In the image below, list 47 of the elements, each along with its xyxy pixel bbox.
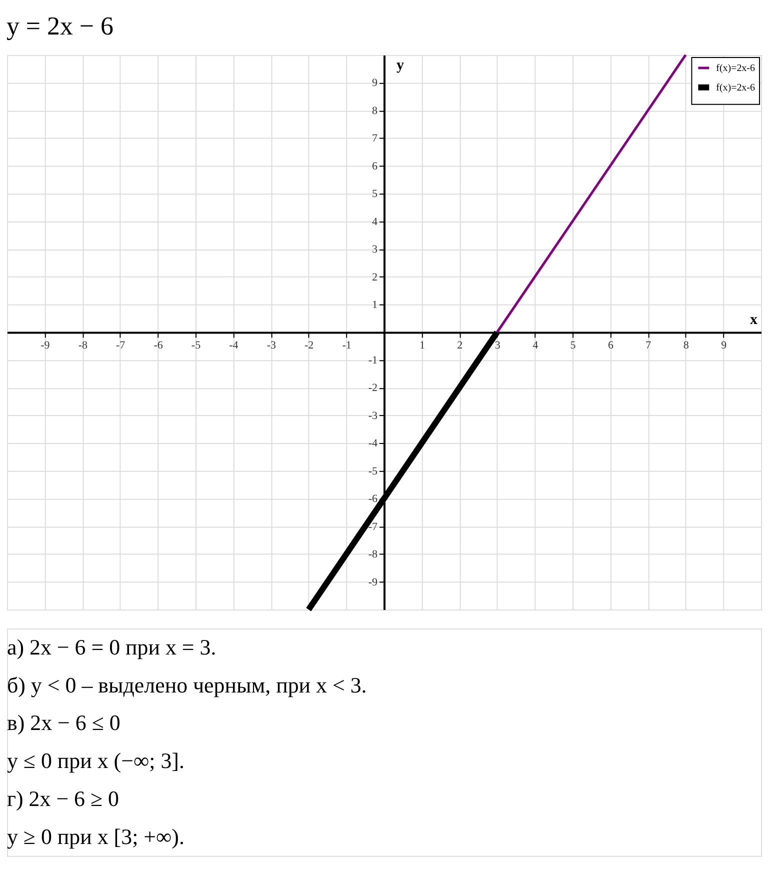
x-tick-label: -3 [266,340,276,352]
x-tick-label: -9 [40,340,50,352]
y-tick-label: -3 [368,410,378,422]
y-tick-label: 7 [372,132,378,145]
y-tick-label: -5 [368,465,378,478]
x-tick-label: 4 [532,340,539,352]
y-tick-label: 5 [372,188,378,200]
y-tick-label: 1 [372,299,378,312]
text: г) 2x − 6 ≥ 0 [6,786,120,812]
legend-label: f(x)=2x-6 [716,62,755,74]
y-tick-label: 8 [372,104,378,117]
y-tick-label: -1 [368,354,378,366]
text: y ≤ 0 при x (−∞; 3]. [6,748,184,774]
x-tick-label: 3 [494,340,501,352]
y-tick-label: -9 [368,576,378,588]
y-tick-label: 2 [372,271,378,284]
x-tick-label: 5 [570,340,576,352]
x-axis-title: x [750,312,758,328]
x-tick-label: -1 [342,340,352,352]
y-tick-label: 9 [372,77,378,90]
y-tick-label: -8 [368,548,378,561]
x-tick-label: -6 [154,340,164,352]
x-tick-label: 6 [608,340,614,352]
y-tick-label: -7 [368,520,378,533]
x-tick-label: -5 [191,340,202,352]
legend-label: f(x)=2x-6 [716,82,755,94]
x-tick-label: 7 [646,340,652,352]
x-tick-label: -2 [304,340,314,352]
x-tick-label: -7 [116,340,126,352]
text: в) 2x − 6 ≤ 0 [6,710,120,736]
x-tick-label: -8 [78,340,88,352]
x-tick-label: 2 [457,340,463,352]
x-tick-label: 8 [683,340,690,352]
x-tick-label: 9 [721,340,728,352]
text: а) 2x − 6 = 0 при x = 3. [6,634,216,660]
y-tick-label: -2 [368,382,378,394]
y-tick-label: 3 [372,244,378,256]
y-tick-label: 4 [372,216,378,228]
text: б) y < 0 – выделено черным, при x < 3. [6,672,367,698]
x-tick-label: -4 [229,340,239,352]
y-tick-label: -6 [368,493,378,506]
chart-title: y = 2x − 6 [6,11,114,40]
y-tick-label: 6 [372,160,378,172]
y-tick-label: -4 [368,438,378,450]
y-axis-title: y [396,57,404,74]
text: y ≥ 0 при x [3; +∞). [6,824,184,849]
x-tick-label: 1 [419,340,425,352]
